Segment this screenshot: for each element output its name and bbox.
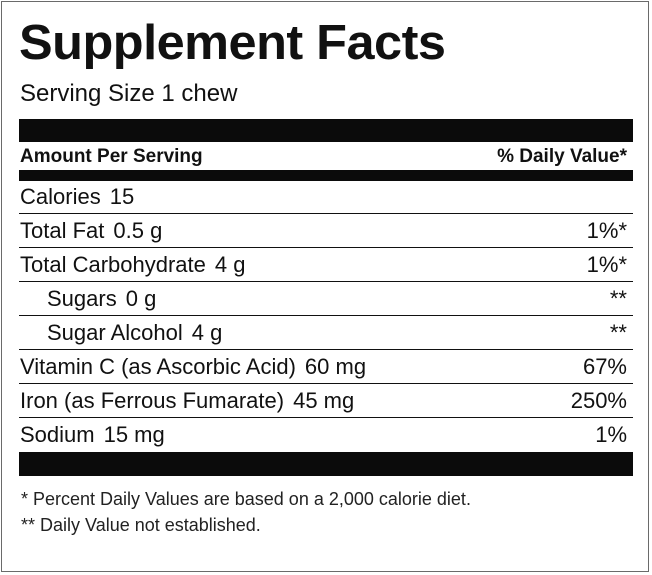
nutrient-name: Sodium — [20, 422, 95, 447]
nutrient-name: Total Fat — [20, 217, 105, 243]
nutrient-row-total-carbohydrate: Total Carbohydrate 4 g 1%* — [19, 248, 633, 282]
supplement-facts-panel: Supplement Facts Serving Size 1 chew Amo… — [19, 13, 633, 538]
thick-divider-top — [19, 119, 633, 142]
nutrient-daily-value: 250% — [570, 387, 627, 413]
nutrient-amount: 4 g — [214, 251, 246, 277]
footnote-not-established: ** Daily Value not established. — [21, 515, 261, 535]
nutrient-daily-value: 67% — [582, 353, 627, 379]
nutrient-amount: 0.5 g — [113, 217, 163, 243]
nutrient-daily-value: ** — [609, 285, 627, 311]
nutrient-row-calories: Calories 15 — [19, 181, 633, 214]
nutrient-amount: 15 mg — [103, 422, 165, 447]
nutrient-name: Total Carbohydrate — [20, 251, 206, 277]
thick-divider-bottom — [19, 452, 633, 476]
column-header: Amount Per Serving % Daily Value* — [19, 142, 633, 170]
footnotes: * Percent Daily Values are based on a 2,… — [19, 486, 633, 538]
nutrient-daily-value: 1% — [595, 422, 627, 447]
nutrient-name: Calories — [20, 184, 101, 209]
nutrient-row-sodium: Sodium 15 mg 1% — [19, 418, 633, 452]
nutrient-row-iron: Iron (as Ferrous Fumarate) 45 mg 250% — [19, 384, 633, 418]
nutrient-amount: 4 g — [191, 319, 223, 345]
daily-value-heading: % Daily Value* — [497, 145, 627, 167]
amount-per-serving-heading: Amount Per Serving — [20, 145, 203, 167]
serving-size: Serving Size 1 chew — [20, 80, 238, 107]
label-title: Supplement Facts — [19, 16, 446, 70]
nutrient-name: Sugars — [47, 285, 117, 311]
nutrient-row-vitamin-c: Vitamin C (as Ascorbic Acid) 60 mg 67% — [19, 350, 633, 384]
nutrient-row-total-fat: Total Fat 0.5 g 1%* — [19, 214, 633, 248]
nutrient-name: Iron (as Ferrous Fumarate) — [20, 387, 285, 413]
nutrient-amount: 0 g — [125, 285, 157, 311]
nutrient-daily-value: 1%* — [586, 251, 627, 277]
nutrient-amount: 45 mg — [293, 387, 355, 413]
nutrient-name: Sugar Alcohol — [47, 319, 183, 345]
footnote-daily-values: * Percent Daily Values are based on a 2,… — [21, 489, 471, 509]
nutrient-row-sugars: Sugars 0 g ** — [19, 282, 633, 316]
medium-divider — [19, 170, 633, 181]
nutrient-row-sugar-alcohol: Sugar Alcohol 4 g ** — [19, 316, 633, 350]
nutrient-amount: 15 — [109, 184, 135, 209]
nutrient-name: Vitamin C (as Ascorbic Acid) — [20, 353, 296, 379]
nutrient-daily-value: 1%* — [586, 217, 627, 243]
nutrient-daily-value: ** — [609, 319, 627, 345]
nutrient-amount: 60 mg — [304, 353, 367, 379]
